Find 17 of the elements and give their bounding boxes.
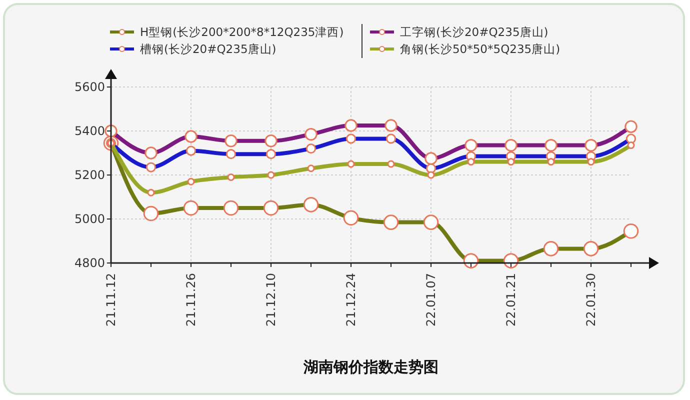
x-tick-label: 21.11.12 bbox=[104, 273, 118, 326]
y-tick-label: 4800 bbox=[74, 256, 105, 270]
text: 湖南钢价指数走势图 bbox=[302, 358, 438, 376]
x-tick-label: 21.11.26 bbox=[184, 273, 198, 326]
x-tick-label: 22.01.07 bbox=[424, 273, 438, 326]
y-tick-label: 5200 bbox=[74, 168, 105, 182]
legend-label: 角钢(长沙50*50*5Q235唐山) bbox=[400, 42, 560, 56]
x-tick-label: 21.12.10 bbox=[264, 273, 278, 326]
x-tick-label: 21.12.24 bbox=[344, 273, 358, 326]
legend-label: H型钢(长沙200*200*8*12Q235津西) bbox=[140, 25, 344, 40]
x-tick-label: 22.01.21 bbox=[504, 273, 518, 326]
y-tick-label: 5000 bbox=[74, 212, 105, 226]
y-tick-label: 5600 bbox=[74, 80, 105, 94]
y-tick-label: 5400 bbox=[74, 124, 105, 138]
x-tick-label: 22.01.30 bbox=[584, 273, 598, 326]
legend-label: 工字钢(长沙20#Q235唐山) bbox=[400, 25, 548, 40]
legend-label: 槽钢(长沙20#Q235唐山) bbox=[140, 42, 276, 56]
